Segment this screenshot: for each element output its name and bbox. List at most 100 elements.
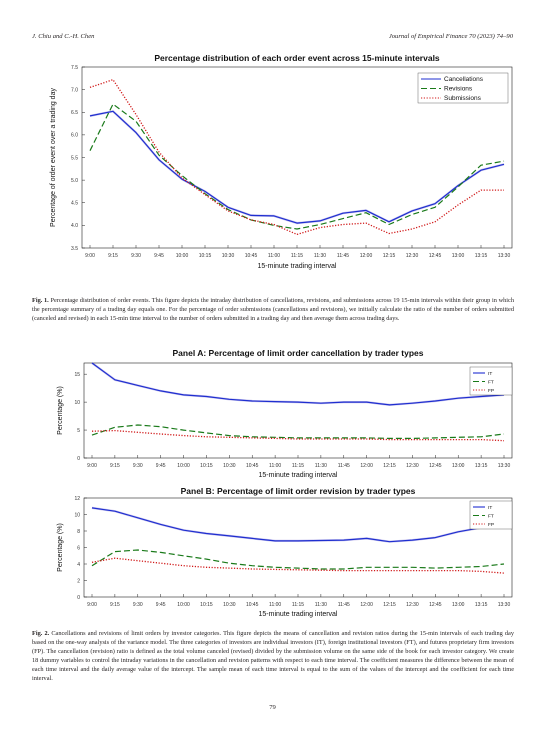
x-tick-label: 12:45 [429,463,442,469]
x-tick-label: 11:15 [291,253,303,259]
x-tick-label: 11:00 [268,253,280,259]
x-tick-label: 13:00 [452,463,465,469]
figure-2-panel-a-chart: Panel A: Percentage of limit order cance… [57,348,513,479]
x-tick-label: 10:00 [177,463,190,469]
y-tick-label: 0 [77,595,80,601]
legend-label-submissions: Submissions [444,95,482,102]
legend-label-revisions: Revisions [444,86,473,93]
series-line-cancellations [89,110,505,224]
x-tick-label: 10:45 [246,602,259,608]
x-tick-label: 9:45 [154,253,164,259]
y-tick-label: 4.5 [71,201,78,207]
y-tick-label: 15 [74,372,80,378]
x-tick-label: 13:00 [452,253,465,259]
x-tick-label: 13:15 [475,253,488,259]
x-tick-label: 9:45 [156,602,166,608]
x-tick-label: 11:45 [338,463,350,469]
x-tick-label: 9:15 [110,463,120,469]
legend-label-ft: FT [488,514,494,520]
x-tick-label: 11:00 [269,463,281,469]
x-tick-label: 13:30 [498,463,511,469]
legend-label-it: IT [488,505,492,511]
y-tick-label: 7.0 [71,87,78,93]
x-tick-label: 13:30 [498,602,511,608]
x-tick-label: 10:15 [200,602,213,608]
series-line-it [91,507,505,543]
x-tick-label: 10:45 [245,253,258,259]
x-tick-label: 12:45 [429,602,442,608]
x-tick-label: 12:15 [383,463,396,469]
y-axis-label: Percentage (%) [57,523,64,572]
chart-title: Percentage distribution of each order ev… [154,53,440,63]
figure-2-caption-label: Fig. 2. [32,630,50,637]
page-number: 79 [269,704,276,711]
x-tick-label: 9:00 [87,463,97,469]
x-tick-label: 10:30 [222,253,235,259]
y-tick-label: 3.5 [71,246,78,252]
y-tick-label: 4 [77,562,80,568]
y-tick-label: 4.0 [71,223,78,229]
x-tick-label: 10:30 [223,602,236,608]
x-tick-label: 10:15 [199,253,212,259]
x-tick-label: 11:00 [269,602,281,608]
legend-label-cancellations: Cancellations [444,76,484,83]
x-tick-label: 12:30 [406,602,419,608]
x-tick-label: 13:15 [475,602,488,608]
x-tick-label: 11:15 [292,602,304,608]
x-tick-label: 12:45 [429,253,442,259]
figure-1-caption: Fig. 1. Percentage distribution of order… [32,297,514,324]
legend-label-fp: FP [488,522,494,528]
x-tick-label: 11:45 [338,602,350,608]
x-tick-label: 10:00 [176,253,189,259]
x-tick-label: 9:45 [156,463,166,469]
x-tick-label: 9:30 [131,253,141,259]
y-tick-label: 6.5 [71,110,78,116]
x-tick-label: 13:15 [475,463,488,469]
x-tick-label: 11:30 [314,253,326,259]
y-tick-label: 5 [77,428,80,434]
figure-2-caption-text: Cancellations and revisions of limit ord… [32,630,514,682]
x-tick-label: 9:00 [87,602,97,608]
legend-label-it: IT [488,371,492,377]
plot-area [83,362,513,459]
x-tick-label: 12:00 [360,463,373,469]
plot-area [83,497,513,598]
figure-2-caption: Fig. 2. Cancellations and revisions of l… [32,630,514,683]
x-tick-label: 10:45 [246,463,259,469]
x-axis-label: 15-minute trading interval [259,472,338,479]
running-header-authors: J. Chiu and C.-H. Chen [32,33,95,40]
figure-1-caption-label: Fig. 1. [32,297,49,304]
x-tick-label: 13:30 [498,253,511,259]
y-tick-label: 6 [77,545,80,551]
series-line-revisions [89,103,505,230]
x-tick-label: 12:00 [360,602,373,608]
x-tick-label: 9:30 [133,602,143,608]
x-tick-label: 12:30 [406,463,419,469]
y-tick-label: 10 [74,400,80,406]
figure-1-caption-text: Percentage distribution of order events.… [32,297,514,322]
x-tick-label: 11:30 [315,602,327,608]
x-axis-label: 15-minute trading interval [258,263,337,270]
x-tick-label: 9:15 [108,253,118,259]
x-tick-label: 11:45 [337,253,349,259]
y-tick-label: 0 [77,456,80,462]
y-tick-label: 2 [77,578,80,584]
y-axis-label: Percentage of order event over a trading… [50,88,57,227]
chart-title: Panel A: Percentage of limit order cance… [173,348,424,358]
figure-2-panel-b-chart: Panel B: Percentage of limit order revis… [57,486,513,618]
x-tick-label: 10:30 [223,463,236,469]
x-tick-label: 11:30 [315,463,327,469]
x-tick-label: 12:15 [383,253,396,259]
x-axis-label: 15-minute trading interval [259,611,338,618]
x-tick-label: 11:15 [292,463,304,469]
series-line-submissions [89,79,504,236]
y-axis-label: Percentage (%) [57,386,64,435]
legend-label-fp: FP [488,388,494,394]
x-tick-label: 12:15 [383,602,396,608]
y-tick-label: 8 [77,529,80,535]
y-tick-label: 10 [74,512,80,518]
y-tick-label: 12 [74,496,80,502]
x-tick-label: 12:00 [360,253,373,259]
x-tick-label: 13:00 [452,602,465,608]
running-header-journal: Journal of Empirical Finance 70 (2023) 7… [388,33,513,40]
